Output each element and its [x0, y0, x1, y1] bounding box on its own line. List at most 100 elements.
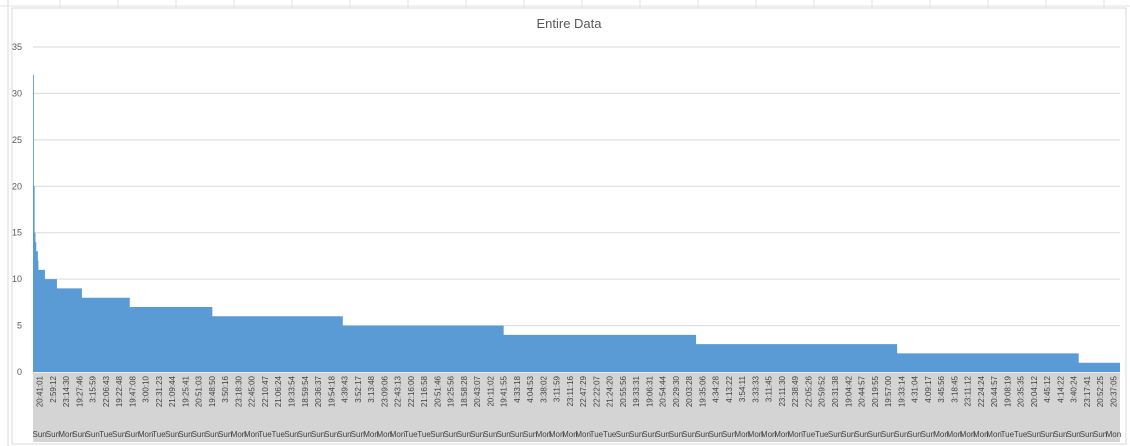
x-day-tick-label: Mon — [986, 430, 1002, 439]
x-time-tick-label: 20:35:35 — [1017, 375, 1026, 407]
x-time-tick-label: 23:17:41 — [1083, 375, 1092, 407]
x-day-tick-label: Mon — [748, 430, 764, 439]
x-time-tick-label: 23:18:30 — [234, 375, 243, 407]
x-time-tick-label: 3:40:24 — [1070, 375, 1079, 402]
y-tick-label: 5 — [17, 321, 22, 331]
x-day-tick-label: Sun — [298, 430, 312, 439]
x-time-tick-label: 22:22:07 — [592, 375, 601, 407]
x-time-tick-label: 3:38:02 — [539, 375, 548, 402]
x-day-tick-label: Mon — [960, 430, 976, 439]
x-time-tick-label: 19:54:18 — [327, 375, 336, 407]
x-time-tick-label: 23:11:16 — [566, 375, 575, 406]
x-time-tick-label: 19:22:48 — [115, 375, 124, 407]
x-time-tick-label: 19:33:14 — [897, 375, 906, 407]
x-day-tick-label: Sun — [496, 430, 510, 439]
x-time-tick-label: 3:00:10 — [142, 375, 151, 402]
y-tick-label: 10 — [12, 274, 22, 284]
x-time-tick-label: 19:35:06 — [698, 375, 707, 407]
x-time-tick-label: 21:09:44 — [168, 375, 177, 407]
x-day-tick-label: Sun — [337, 430, 351, 439]
x-day-tick-label: Sun — [125, 430, 139, 439]
x-day-tick-label: Sun — [192, 430, 206, 439]
x-day-tick-label: Sun — [881, 430, 895, 439]
x-day-tick-label: Sun — [483, 430, 497, 439]
x-time-tick-label: 19:06:31 — [645, 375, 654, 407]
x-day-tick-label: Sun — [72, 430, 86, 439]
x-day-tick-label: Mon — [787, 430, 803, 439]
x-day-tick-label: Mon — [947, 430, 963, 439]
x-day-tick-label: Sun — [629, 430, 643, 439]
x-time-tick-label: 4:13:22 — [725, 375, 734, 402]
x-day-tick-label: Sun — [841, 430, 855, 439]
x-time-tick-label: 21:06:24 — [274, 375, 283, 407]
x-day-tick-label: Tue — [258, 430, 272, 439]
x-time-tick-label: 20:29:30 — [672, 375, 681, 407]
x-day-tick-label: Sun — [205, 430, 219, 439]
x-time-tick-label: 20:04:12 — [1030, 375, 1039, 407]
x-day-tick-label: Sun — [1093, 430, 1107, 439]
x-time-tick-label: 19:04:42 — [844, 375, 853, 407]
x-time-tick-label: 19:08:19 — [1003, 375, 1012, 407]
x-day-tick-label: Sun — [510, 430, 524, 439]
x-time-tick-label: 4:04:53 — [526, 375, 535, 402]
x-day-tick-label: Sun — [430, 430, 444, 439]
x-day-tick-label: Mon — [377, 430, 393, 439]
y-axis-tick-labels: 0 5 10 15 20 25 30 35 — [12, 42, 22, 377]
x-time-tick-label: 18:59:54 — [301, 375, 310, 407]
x-time-tick-label: 22:10:47 — [261, 375, 270, 407]
x-day-tick-label: Tue — [417, 430, 431, 439]
x-time-tick-label: 2:59:12 — [49, 375, 58, 402]
x-day-tick-label: Tue — [590, 430, 604, 439]
x-day-tick-label: Sun — [1066, 430, 1080, 439]
chart-title: Entire Data — [536, 16, 602, 31]
y-tick-label: 35 — [12, 42, 22, 52]
x-time-tick-label: 20:37:05 — [1109, 375, 1118, 407]
x-time-tick-label: 4:33:18 — [513, 375, 522, 402]
x-day-tick-label: Sun — [854, 430, 868, 439]
x-time-tick-label: 22:24:24 — [977, 375, 986, 407]
x-time-tick-label: 3:15:59 — [89, 375, 98, 402]
data-area — [33, 74, 1120, 372]
x-time-tick-label: 19:25:41 — [181, 375, 190, 407]
x-day-tick-label: Sun — [669, 430, 683, 439]
x-time-tick-label: 23:11:30 — [778, 375, 787, 406]
x-time-tick-label: 19:47:08 — [128, 375, 137, 407]
x-day-tick-label: Mon — [575, 430, 591, 439]
x-time-tick-label: 20:51:03 — [195, 375, 204, 407]
x-time-tick-label: 20:19:55 — [871, 375, 880, 407]
x-day-tick-label: Sun — [709, 430, 723, 439]
x-day-tick-label: Mon — [933, 430, 949, 439]
x-time-tick-label: 4:39:43 — [341, 375, 350, 402]
x-time-tick-label: 22:05:26 — [804, 375, 813, 407]
y-tick-label: 0 — [17, 367, 22, 377]
x-time-tick-label: 21:24:20 — [606, 375, 615, 407]
x-time-tick-label: 22:45:00 — [248, 375, 257, 407]
x-day-tick-label: Sun — [1027, 430, 1041, 439]
x-time-tick-label: 20:11:02 — [486, 375, 495, 406]
x-time-tick-label: 4:09:17 — [924, 375, 933, 402]
x-time-tick-label: 3:11:45 — [765, 375, 774, 402]
x-day-tick-label: Sun — [616, 430, 630, 439]
x-time-tick-label: 3:50:16 — [221, 375, 230, 402]
x-time-tick-label: 3:54:11 — [738, 375, 747, 402]
x-day-tick-label: Sun — [907, 430, 921, 439]
x-day-tick-label: Mon — [231, 430, 247, 439]
x-time-tick-label: 3:52:17 — [354, 375, 363, 402]
x-time-tick-label: 20:44:57 — [858, 375, 867, 407]
x-day-tick-label: Sun — [284, 430, 298, 439]
x-day-tick-label: Sun — [218, 430, 232, 439]
x-time-tick-label: 3:18:45 — [950, 375, 959, 402]
x-day-tick-label: Sun — [311, 430, 325, 439]
x-day-tick-label: Mon — [390, 430, 406, 439]
x-day-tick-label: Sun — [722, 430, 736, 439]
x-time-tick-label: 23:09:06 — [380, 375, 389, 407]
x-day-tick-label: Sun — [656, 430, 670, 439]
x-day-tick-label: Sun — [1053, 430, 1067, 439]
x-axis-label-band — [33, 373, 1120, 442]
x-time-tick-label: 18:58:28 — [460, 375, 469, 407]
x-time-tick-label: 20:44:57 — [990, 375, 999, 407]
x-time-tick-label: 20:41:01 — [36, 375, 45, 407]
y-tick-label: 20 — [12, 181, 22, 191]
y-tick-label: 25 — [12, 135, 22, 145]
